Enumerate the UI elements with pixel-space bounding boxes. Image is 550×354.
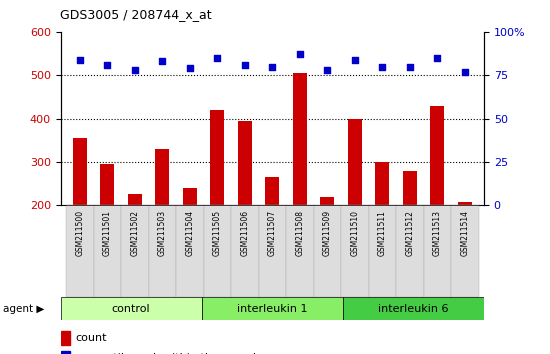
Bar [293, 73, 307, 292]
Bar [368, 205, 396, 297]
Bar [451, 205, 478, 297]
Text: GSM211510: GSM211510 [350, 210, 359, 256]
Point [103, 62, 112, 68]
Text: GSM211503: GSM211503 [158, 210, 167, 256]
Text: GSM211504: GSM211504 [185, 210, 194, 256]
Bar [238, 121, 252, 292]
Point [240, 62, 249, 68]
Text: interleukin 6: interleukin 6 [378, 304, 449, 314]
Bar [94, 205, 121, 297]
Bar [121, 205, 148, 297]
Point [130, 67, 139, 73]
Bar [343, 297, 484, 320]
Bar [231, 205, 258, 297]
Point [295, 52, 304, 57]
Point [323, 67, 332, 73]
Bar [155, 149, 169, 292]
Text: percentile rank within the sample: percentile rank within the sample [75, 353, 263, 354]
Bar [341, 205, 368, 297]
Text: GDS3005 / 208744_x_at: GDS3005 / 208744_x_at [60, 8, 212, 21]
Text: GSM211500: GSM211500 [75, 210, 84, 256]
Bar [60, 331, 70, 345]
Text: GSM211505: GSM211505 [213, 210, 222, 256]
Bar [403, 171, 417, 292]
Bar [265, 177, 279, 292]
Text: GSM211501: GSM211501 [103, 210, 112, 256]
Bar [183, 188, 197, 292]
Bar [348, 119, 362, 292]
Bar [258, 205, 286, 297]
Bar [431, 107, 444, 292]
Bar [60, 297, 202, 320]
Text: GSM211507: GSM211507 [268, 210, 277, 256]
Text: GSM211509: GSM211509 [323, 210, 332, 256]
Point [213, 55, 222, 61]
Bar [176, 205, 204, 297]
Bar [211, 110, 224, 292]
Point [460, 69, 469, 75]
Bar [320, 197, 334, 292]
Bar [376, 162, 389, 292]
Point [433, 55, 442, 61]
Bar [148, 205, 176, 297]
Text: count: count [75, 333, 107, 343]
Point [75, 57, 84, 62]
Point [158, 58, 167, 64]
Bar [100, 164, 114, 292]
Text: GSM211502: GSM211502 [130, 210, 139, 256]
Bar [128, 194, 142, 292]
Bar [60, 351, 70, 354]
Bar [73, 138, 87, 292]
Bar [424, 205, 451, 297]
Text: GSM211508: GSM211508 [295, 210, 304, 256]
Bar [396, 205, 424, 297]
Bar [458, 202, 472, 292]
Point [185, 65, 194, 71]
Text: GSM211511: GSM211511 [378, 210, 387, 256]
Text: interleukin 1: interleukin 1 [237, 304, 307, 314]
Point [350, 57, 359, 62]
Text: agent ▶: agent ▶ [3, 304, 44, 314]
Text: control: control [112, 304, 150, 314]
Bar [66, 205, 94, 297]
Point [378, 64, 387, 69]
Text: GSM211506: GSM211506 [240, 210, 249, 256]
Text: GSM211512: GSM211512 [405, 210, 414, 256]
Bar [314, 205, 341, 297]
Bar [202, 297, 343, 320]
Text: GSM211513: GSM211513 [433, 210, 442, 256]
Bar [204, 205, 231, 297]
Point [268, 64, 277, 69]
Point [405, 64, 414, 69]
Bar [286, 205, 313, 297]
Text: GSM211514: GSM211514 [460, 210, 469, 256]
